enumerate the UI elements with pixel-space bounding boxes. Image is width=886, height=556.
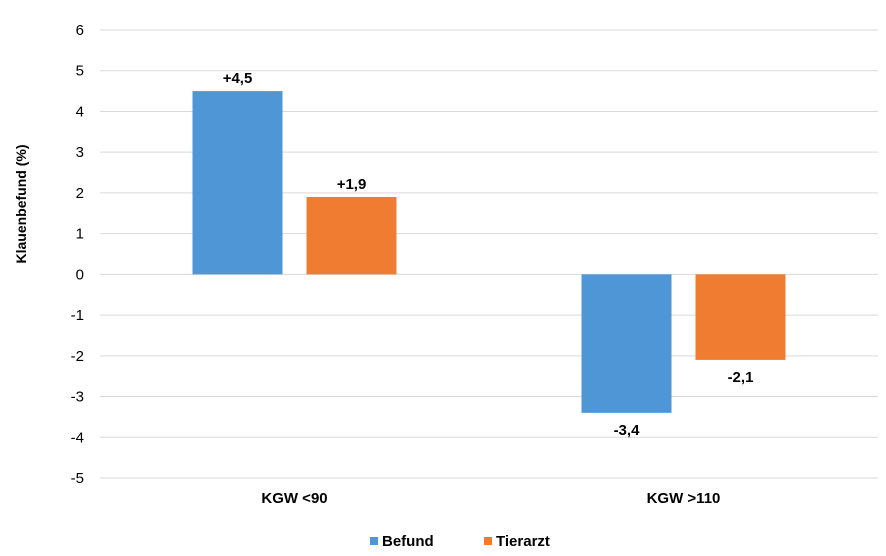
legend-swatch-tierarzt bbox=[484, 537, 492, 545]
y-tick-label: 4 bbox=[76, 103, 84, 120]
data-label: -3,4 bbox=[614, 422, 641, 439]
legend-label-tierarzt: Tierarzt bbox=[496, 533, 550, 550]
bars bbox=[192, 91, 786, 413]
y-tick-label: -1 bbox=[71, 307, 84, 324]
data-label: +1,9 bbox=[337, 176, 367, 193]
data-labels: +4,5 +1,9 -3,4 -2,1 bbox=[223, 70, 754, 439]
bar-tierarzt-1 bbox=[306, 196, 397, 275]
x-axis-categories: KGW <90 KGW >110 bbox=[261, 490, 720, 507]
legend: Befund Tierarzt bbox=[370, 533, 550, 550]
y-axis-ticks: 6 5 4 3 2 1 0 -1 -2 -3 -4 -5 bbox=[71, 22, 84, 487]
y-tick-label: -5 bbox=[71, 470, 84, 487]
y-axis-label: Klauenbefund (%) bbox=[13, 145, 29, 264]
data-label: -2,1 bbox=[728, 369, 754, 386]
legend-label-befund: Befund bbox=[382, 533, 434, 550]
x-category-label: KGW >110 bbox=[647, 490, 721, 507]
legend-swatch-befund bbox=[370, 537, 378, 545]
y-tick-label: -3 bbox=[71, 389, 84, 406]
y-tick-label: -2 bbox=[71, 348, 84, 365]
y-tick-label: 3 bbox=[76, 144, 84, 161]
bar-befund-1 bbox=[192, 91, 283, 275]
x-category-label: KGW <90 bbox=[261, 490, 327, 507]
y-tick-label: 0 bbox=[76, 266, 84, 283]
y-tick-label: 5 bbox=[76, 63, 84, 80]
y-tick-label: 6 bbox=[76, 22, 84, 39]
bar-befund-2 bbox=[581, 274, 672, 413]
y-tick-label: -4 bbox=[71, 429, 84, 446]
data-label: +4,5 bbox=[223, 70, 253, 87]
bar-tierarzt-2 bbox=[695, 274, 786, 360]
y-tick-label: 2 bbox=[76, 185, 84, 202]
y-tick-label: 1 bbox=[76, 226, 84, 243]
